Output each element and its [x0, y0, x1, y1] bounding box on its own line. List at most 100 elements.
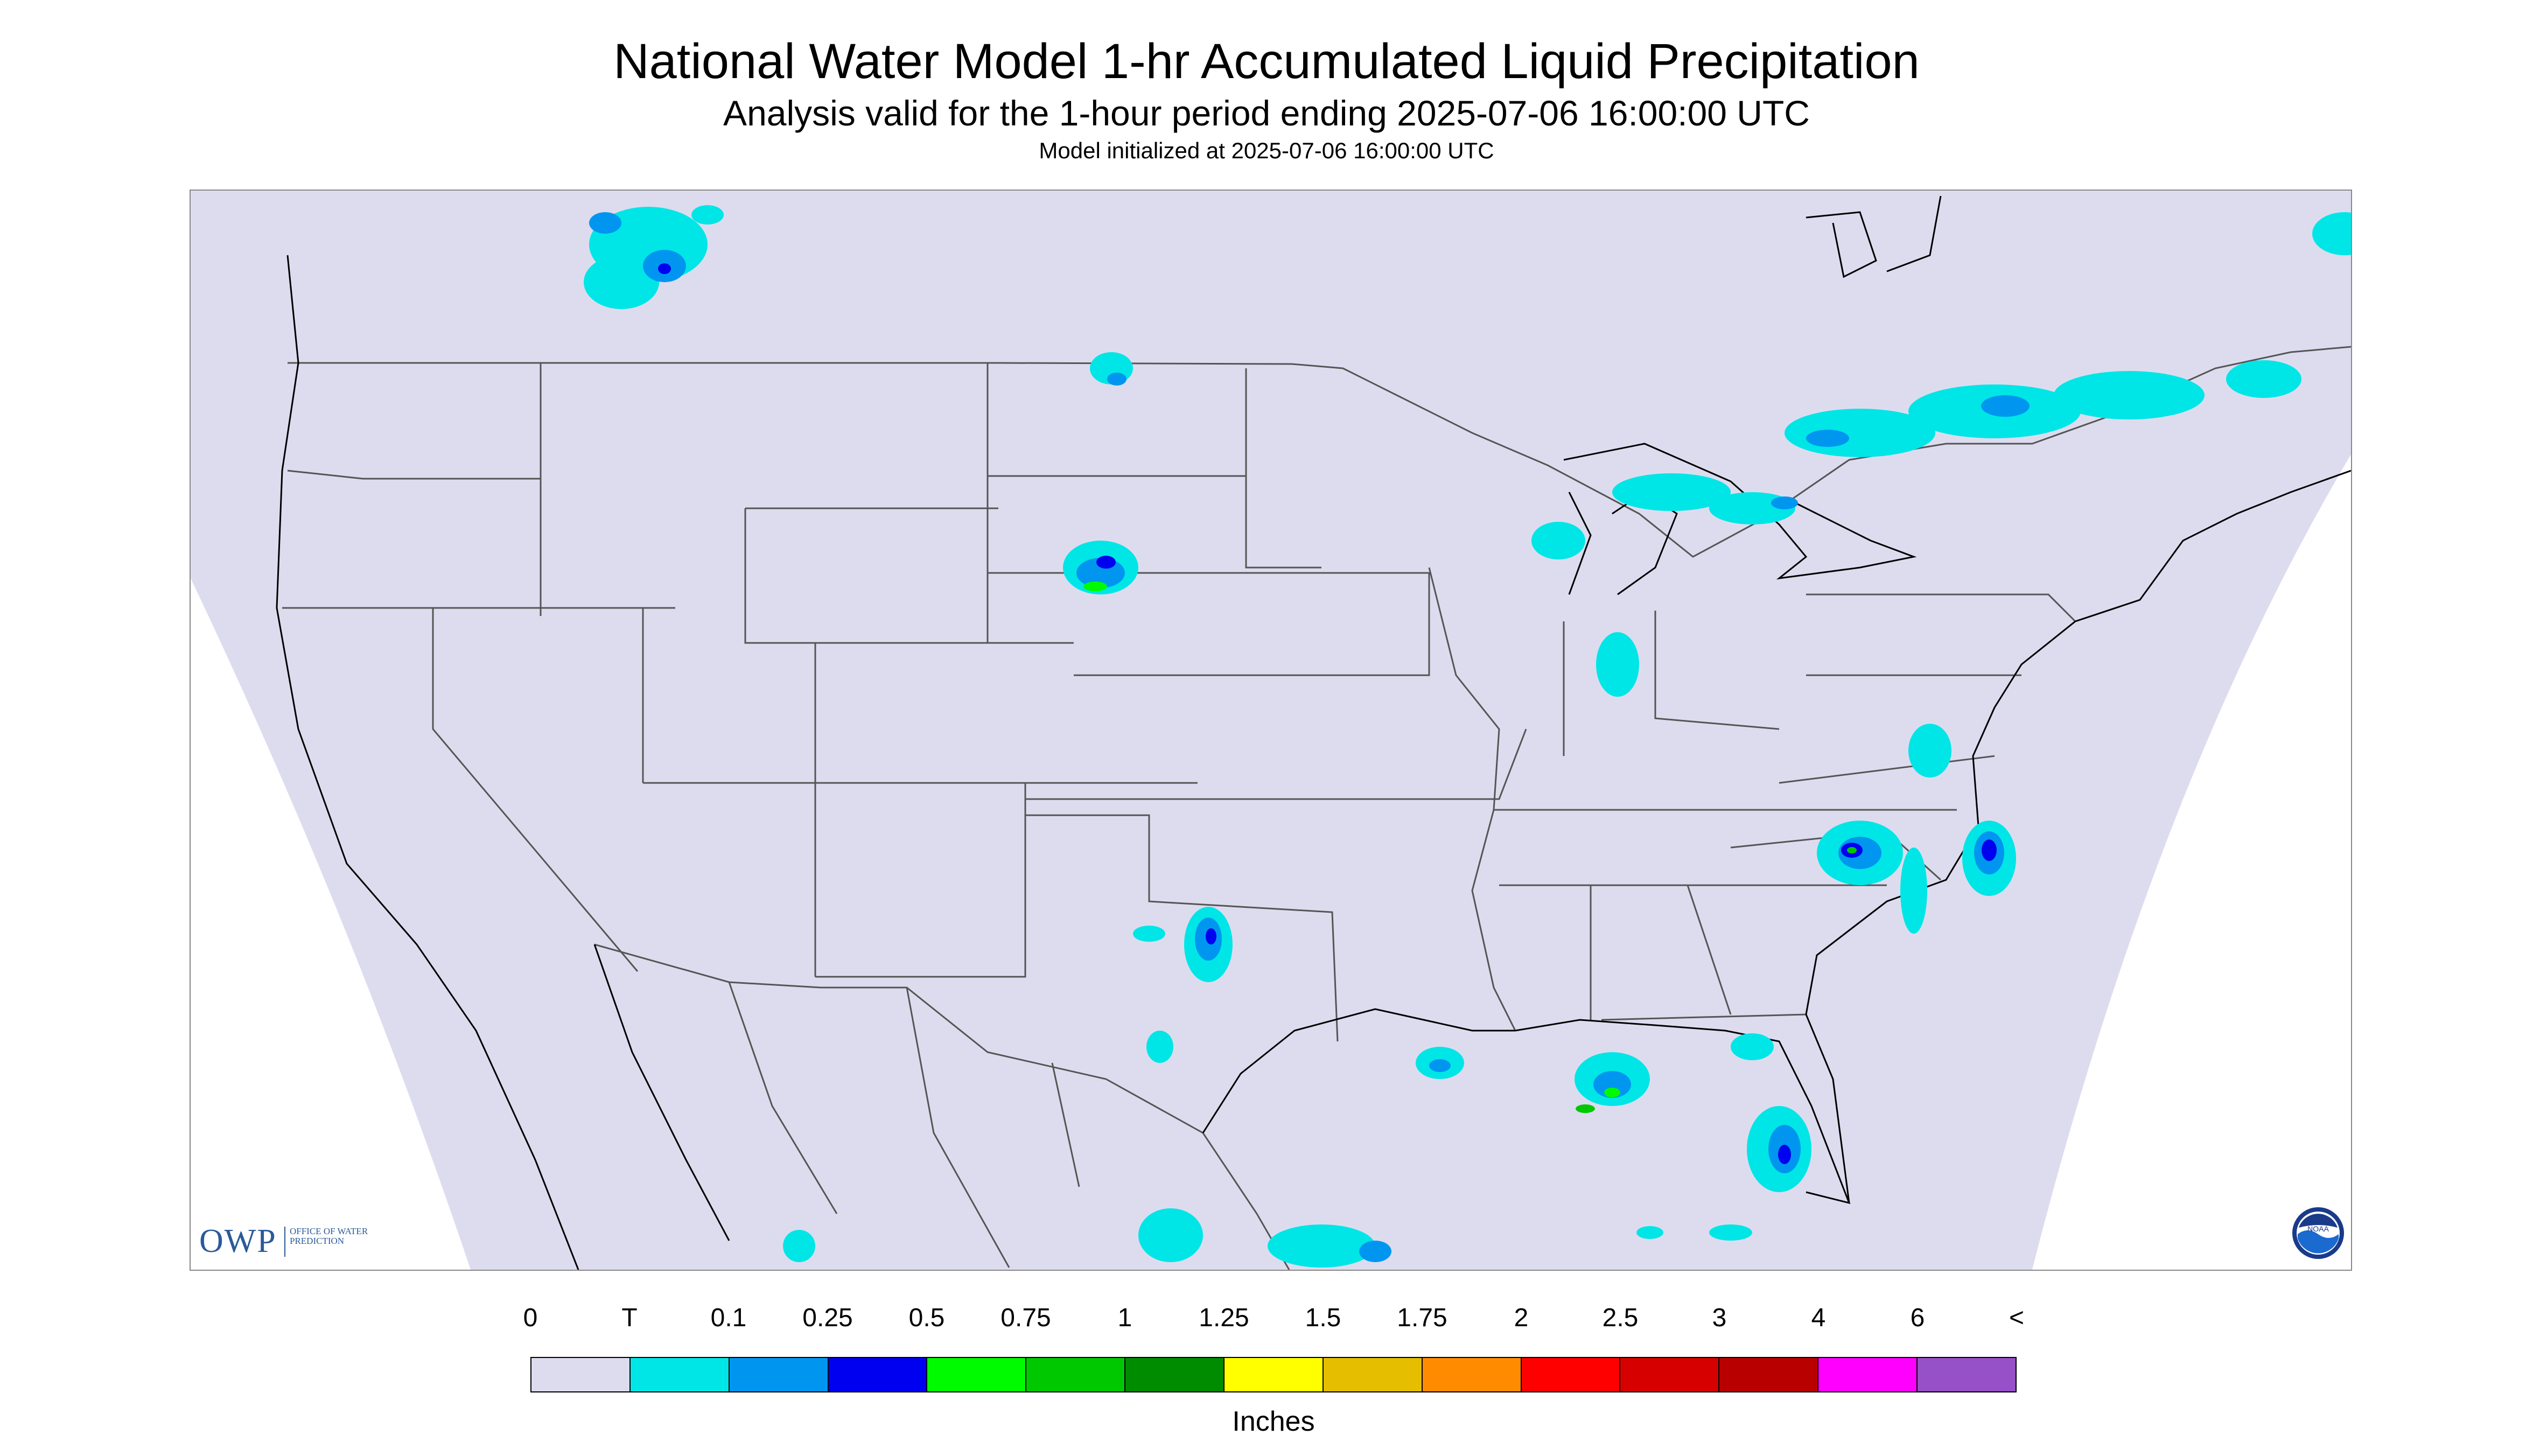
precip-cell [691, 205, 724, 225]
legend-swatch [1125, 1358, 1225, 1391]
precip-cell [1604, 1088, 1620, 1097]
precip-cell [584, 255, 659, 309]
legend-swatch [729, 1358, 829, 1391]
mexico-states [728, 982, 1080, 1268]
precip-cell [2312, 212, 2351, 255]
mo-ar-line [1321, 729, 1527, 800]
precip-cell [1576, 1104, 1595, 1113]
legend-swatch [1422, 1358, 1522, 1391]
precip-cell [1596, 632, 1639, 697]
map-subtitle: Analysis valid for the 1-hour period end… [723, 93, 1810, 133]
precip-cell [1133, 926, 1165, 942]
legend-tick-label: 1 [1117, 1304, 1132, 1332]
ia-mo-line [1268, 572, 1430, 676]
pa-ny-line [1806, 593, 2076, 622]
legend-swatch [1026, 1358, 1126, 1391]
legend-tick-label: 0.75 [1000, 1304, 1051, 1332]
legend-swatch [828, 1358, 928, 1391]
precip-cell [1981, 395, 2030, 417]
us-canada-border [288, 346, 2351, 558]
legend-swatch [1818, 1358, 1918, 1391]
model-init-line: Model initialized at 2025-07-06 16:00:00… [1039, 138, 1494, 163]
precip-cell [1612, 473, 1731, 511]
state-boundaries [282, 346, 2351, 1270]
va-line [1779, 755, 1995, 784]
oh-line [1654, 611, 1780, 730]
precip-cell [1806, 430, 1849, 447]
precip-cell [1636, 1226, 1663, 1239]
owp-logo-mark: OWP [199, 1223, 277, 1259]
canada-arctic-coast [1806, 195, 1942, 278]
mn-line [1245, 368, 1321, 569]
legend-tick-label: 0.5 [908, 1304, 945, 1332]
legend-swatch [1719, 1358, 1819, 1391]
nv-line [432, 608, 639, 972]
legend-tick-label: 1.25 [1199, 1304, 1249, 1332]
coastlines [276, 195, 2351, 1270]
atlantic-coast [1805, 470, 2351, 1203]
precip-cell [1107, 373, 1126, 386]
precip-cell [2054, 371, 2205, 419]
legend-swatch [1323, 1358, 1423, 1391]
nm-tx-line [815, 783, 1026, 978]
legend-tick-label: 6 [1910, 1304, 1925, 1332]
legend-tick-label: 0.25 [802, 1304, 853, 1332]
legend-tick-label: 1.75 [1397, 1304, 1447, 1332]
gulf-coast [1202, 1008, 1851, 1205]
color-legend: 0 T 0.1 0.25 0.5 0.75 1 1.25 1.5 1.75 2 2.5 3 4 6 < Inc… [523, 1298, 2024, 1443]
legend-swatch [1521, 1358, 1621, 1391]
noaa-logo-text: NOAA [2307, 1224, 2329, 1233]
precip-cell [589, 212, 621, 234]
ga-fl-line [1601, 1013, 1807, 1021]
precip-cell [1138, 1208, 1203, 1262]
map-title: National Water Model 1-hr Accumulated Li… [613, 34, 1920, 89]
precip-cell [1083, 582, 1107, 591]
legend-swatch [630, 1358, 730, 1391]
precip-cell [658, 263, 671, 274]
legend-tick-label: 0 [523, 1304, 538, 1332]
legend-swatch [1918, 1358, 2016, 1391]
legend-swatch [927, 1358, 1027, 1391]
mexico-border [594, 943, 1290, 1270]
precipitation-map [190, 190, 2352, 1271]
wa-or-line [287, 470, 541, 480]
legend-swatch [1224, 1358, 1324, 1391]
legend-tick-label: < [2009, 1304, 2025, 1332]
owp-logo-divider [284, 1227, 285, 1257]
precip-cell [1429, 1059, 1451, 1072]
precip-cell [1593, 1071, 1631, 1098]
legend-tick-label: 1.5 [1305, 1304, 1341, 1332]
wy-co-line [744, 508, 1074, 644]
legend-tick-label: 3 [1712, 1304, 1727, 1332]
noaa-logo: NOAA [2291, 1206, 2345, 1260]
projection-edge-left [191, 578, 471, 1270]
ok-tx-line [1025, 814, 1339, 1042]
precip-cell [1908, 724, 1951, 778]
precip-cell [1709, 1224, 1752, 1241]
noaa-emblem-icon: NOAA [2292, 1207, 2344, 1259]
precip-cell [1146, 1031, 1173, 1063]
legend-tick-label: 4 [1811, 1304, 1826, 1332]
precip-cell [1900, 848, 1927, 934]
precip-cell [1359, 1241, 1391, 1262]
legend-swatch [531, 1358, 631, 1391]
legend-tick-label: T [621, 1304, 638, 1332]
legend-colorbar [530, 1357, 2017, 1392]
owp-logo-text: Office of Water Prediction [290, 1226, 368, 1246]
precip-cell [1731, 1033, 1774, 1060]
baja-coast [593, 944, 730, 1241]
precip-cell [2226, 360, 2301, 398]
precip-cell [1206, 928, 1216, 944]
legend-tick-label: 2 [1514, 1304, 1529, 1332]
legend-tick-label: 0.1 [710, 1304, 747, 1332]
precip-cell [1096, 556, 1116, 569]
precip-cell [1268, 1224, 1375, 1268]
pacific-coast [276, 255, 579, 1270]
legend-tick-label: 2.5 [1602, 1304, 1639, 1332]
precip-cell [1982, 839, 1997, 861]
precip-cell [1778, 1145, 1791, 1164]
map-canvas [191, 195, 2351, 1270]
owp-logo: OWP Office of Water Prediction [199, 1222, 372, 1260]
legend-swatch [1620, 1358, 1720, 1391]
precip-cell [1847, 847, 1857, 853]
